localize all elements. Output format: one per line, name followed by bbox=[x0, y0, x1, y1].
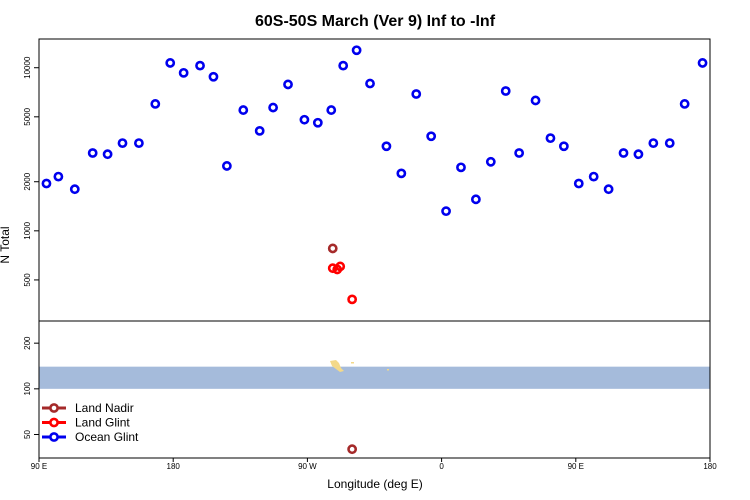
data-point bbox=[53, 171, 64, 182]
data-point bbox=[558, 141, 569, 152]
data-point bbox=[87, 148, 98, 158]
data-point bbox=[514, 148, 525, 158]
data-point bbox=[326, 105, 337, 115]
lower-panel: 50 100 200 bbox=[23, 320, 711, 459]
data-point bbox=[69, 184, 80, 195]
data-point bbox=[338, 60, 349, 71]
x-axis-label: Longitude (deg E) bbox=[327, 477, 422, 491]
data-point bbox=[195, 60, 205, 71]
data-point bbox=[254, 125, 265, 136]
data-point bbox=[268, 102, 279, 113]
data-point bbox=[633, 149, 644, 160]
data-point bbox=[221, 161, 232, 171]
series-land-nadir bbox=[327, 243, 358, 455]
data-point bbox=[530, 95, 541, 106]
data-point bbox=[545, 133, 556, 144]
data-point bbox=[456, 162, 466, 173]
data-point bbox=[485, 156, 496, 167]
data-point bbox=[697, 58, 708, 68]
x-tick-label: 180 bbox=[703, 462, 717, 471]
legend-item: Land Nadir bbox=[42, 401, 134, 415]
y-tick-label: 200 bbox=[23, 336, 32, 350]
legend-label: Land Nadir bbox=[75, 401, 134, 415]
data-point bbox=[573, 178, 584, 189]
legend-swatch-marker bbox=[49, 417, 59, 428]
legend-swatch-marker bbox=[49, 403, 59, 413]
data-point bbox=[165, 58, 176, 68]
legend-item: Ocean Glint bbox=[42, 430, 139, 444]
x-tick-label: 180 bbox=[167, 462, 181, 471]
data-point bbox=[327, 243, 338, 254]
chart-title: 60S-50S March (Ver 9) Inf to -Inf bbox=[255, 13, 496, 30]
map-land-islet bbox=[351, 362, 354, 364]
data-point bbox=[381, 141, 392, 152]
x-tick-label: 0 bbox=[439, 462, 444, 471]
data-point bbox=[664, 138, 675, 149]
y-tick-label: 50 bbox=[23, 430, 32, 439]
upper-panel: 500 1000 2000 5000 10000 bbox=[23, 38, 711, 455]
upper-panel-frame bbox=[38, 38, 711, 322]
legend-swatch-marker bbox=[49, 432, 59, 442]
data-point bbox=[603, 184, 614, 195]
map-land-islet bbox=[387, 369, 389, 371]
y-tick-label: 10000 bbox=[23, 56, 32, 79]
data-point bbox=[500, 86, 511, 96]
series-ocean-glint bbox=[41, 45, 708, 217]
legend-label: Land Glint bbox=[75, 416, 130, 430]
data-point bbox=[426, 131, 437, 142]
x-tick-label: 90 W bbox=[298, 462, 317, 471]
data-point bbox=[238, 105, 249, 115]
data-point bbox=[648, 138, 659, 149]
series-land-glint bbox=[327, 261, 358, 305]
data-point bbox=[41, 178, 52, 189]
lower-panel-frame bbox=[38, 320, 711, 459]
y-tick-label: 5000 bbox=[23, 107, 32, 125]
data-point bbox=[347, 294, 358, 305]
data-point bbox=[134, 138, 144, 149]
data-point bbox=[299, 114, 310, 125]
data-point bbox=[679, 99, 690, 109]
map-land-shape bbox=[330, 360, 344, 372]
y-tick-label: 500 bbox=[23, 273, 32, 287]
data-point bbox=[396, 168, 407, 179]
legend-label: Ocean Glint bbox=[75, 430, 139, 444]
data-point bbox=[312, 117, 323, 128]
x-axis: 90 E 180 90 W 0 90 E 180 bbox=[31, 458, 717, 471]
x-tick-label: 90 E bbox=[568, 462, 584, 471]
data-point bbox=[618, 148, 629, 158]
data-point bbox=[347, 444, 358, 455]
data-point bbox=[365, 78, 375, 89]
map-strip-ocean bbox=[39, 366, 710, 389]
data-point bbox=[335, 261, 346, 272]
data-point bbox=[208, 71, 219, 82]
data-point bbox=[178, 67, 189, 78]
legend-item: Land Glint bbox=[42, 416, 130, 430]
data-point bbox=[102, 149, 113, 160]
data-point bbox=[351, 45, 362, 56]
data-point bbox=[283, 79, 293, 90]
y-axis-label: N Total bbox=[0, 226, 12, 263]
y-tick-label: 2000 bbox=[23, 172, 32, 190]
x-tick-label: 90 E bbox=[31, 462, 47, 471]
y-tick-label: 1000 bbox=[23, 221, 32, 239]
data-point bbox=[470, 194, 481, 205]
data-point bbox=[588, 171, 599, 182]
data-point bbox=[411, 89, 422, 99]
data-point bbox=[117, 138, 128, 149]
data-point bbox=[150, 99, 161, 109]
data-point bbox=[441, 206, 451, 217]
y-tick-label: 100 bbox=[23, 382, 32, 396]
map-strip-land bbox=[330, 360, 389, 372]
